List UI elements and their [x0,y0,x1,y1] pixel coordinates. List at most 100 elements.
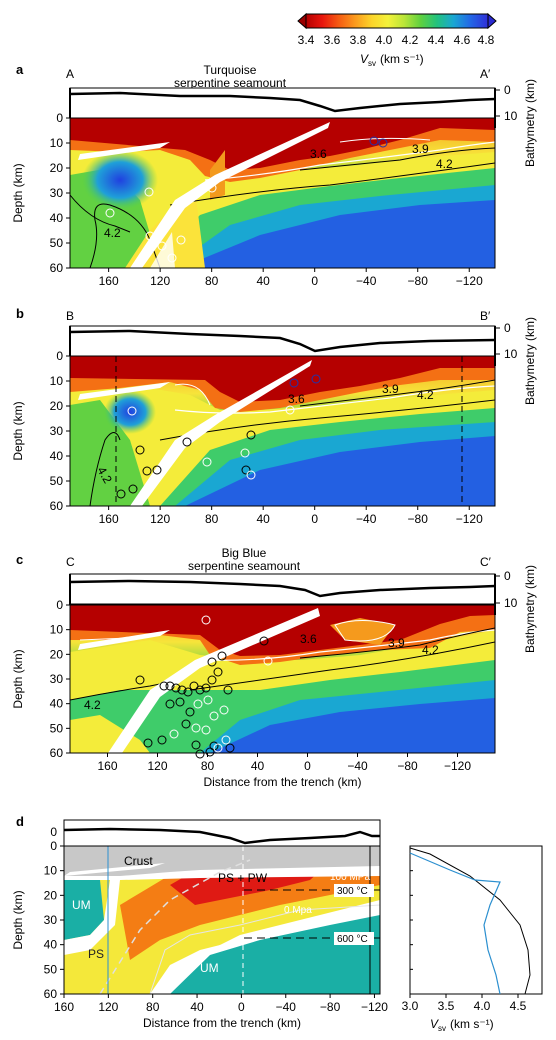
seamount-subtitle: serpentine seamount [188,559,301,573]
bathymetry-axis-label: Bathymetry (km) [523,317,537,405]
colorbar-low-arrow [297,12,307,30]
distance-tick: −40 [356,512,377,526]
earthquake [183,687,193,697]
earthquake [157,241,167,251]
schematic [64,846,380,994]
earthquake [241,465,251,475]
earthquake [217,651,227,661]
depth-tick: 0 [56,349,63,363]
distance-tick: 40 [257,512,271,526]
region-label: Crust [124,854,153,868]
contours [70,137,495,268]
profile-end-label: B′ [480,309,491,323]
region-label: UM [200,961,219,975]
colorbar-label: Vsv (km s⁻¹) [360,52,424,68]
bathymetry-axis-label: Bathymetry (km) [523,79,537,167]
earthquake [142,466,152,476]
earthquake [185,707,195,717]
earthquake [209,711,219,721]
contour-label: 3.9 [382,382,399,396]
slab-marker [78,142,170,160]
contour-label: 4.2 [422,643,439,657]
earthquake [246,430,256,440]
earthquake [207,657,217,667]
distance-tick: −80 [408,512,429,526]
depth-tick: 40 [50,697,64,711]
earthquake [175,697,185,707]
earthquake [213,667,223,677]
distance-tick: 80 [205,274,219,288]
bathymetry-profile [69,579,496,598]
profile-curve-blue [409,852,501,995]
earthquake [378,138,388,148]
bathymetry-tick: 10 [504,596,518,610]
slab-marker [78,382,170,400]
contour-label: 3.6 [310,147,327,161]
colorbar-tick: 3.8 [350,33,367,47]
region-labels: Crust UM PS PS + PW UM 100 MPa 0 Mpa 300… [72,854,374,975]
depth-tick: 0 [50,825,57,839]
profile-x-tick: 3.0 [402,999,419,1013]
contour-label: 3.6 [288,392,305,406]
velocity-field [70,118,495,268]
earthquake [289,378,299,388]
depth-tick: 10 [50,374,64,388]
earthquake [225,743,235,753]
earthquakes [105,136,388,263]
region-label: UM [72,898,91,912]
contour-label: 4.2 [417,388,434,402]
depth-tick: 30 [50,424,64,438]
colorbar-tick: 4.2 [402,33,419,47]
earthquake [191,740,201,750]
profile-curve-black [409,847,531,995]
bathymetry-profile [69,91,496,113]
earthquake [181,719,191,729]
depth-tick: 20 [44,888,58,902]
depth-axis-label: Depth (km) [11,890,25,949]
panel-a: a A A′ Turquoise serpentine seamount [16,62,496,269]
depth-tick: 10 [44,864,58,878]
earthquake [169,729,179,739]
earthquake [207,675,217,685]
earthquake [207,183,217,193]
contour-label: 3.6 [300,632,317,646]
earthquake [191,723,201,733]
profile-start-label: B [66,309,74,323]
distance-tick: −40 [347,759,368,773]
contour-labels: 3.6 3.9 4.2 4.2 [104,142,453,240]
pressure-label: 100 MPa [330,872,370,883]
distance-tick: −120 [444,759,471,773]
contour-label: 4.2 [84,698,101,712]
distance-tick: −40 [356,274,377,288]
distance-tick: 80 [201,759,215,773]
seamount-title: Big Blue [222,546,267,560]
earthquake [143,738,153,748]
bathymetry-profile [69,329,496,353]
earthquake [201,725,211,735]
earthquake [195,749,205,759]
profile-end-label: A′ [480,67,491,81]
earthquake [221,735,231,745]
depth-axis-label: Depth (km) [11,163,25,222]
earthquake [195,685,205,695]
earthquake [201,615,211,625]
distance-tick: 120 [98,1000,118,1014]
velocity-field [70,605,495,753]
slab-top [130,360,312,506]
earthquake [177,685,187,695]
seamount-title: Turquoise [204,63,257,77]
earthquake [171,683,181,693]
profile-x-label: Vsv (km s⁻¹) [430,1017,494,1033]
earthquake [116,489,126,499]
depth-tick: 0 [56,111,63,125]
panel-c: c C C′ Big Blue serpentine seamount [16,546,496,759]
distance-tick: 0 [304,759,311,773]
isotherm-label: 600 °C [337,934,368,945]
earthquake [135,445,145,455]
contour-label: 3.9 [412,142,429,156]
colorbar-high-arrow [487,12,497,30]
earthquake [144,187,154,197]
profile-end-label: C′ [480,555,492,569]
bathymetry-tick: 0 [504,321,511,335]
panel-letter: d [16,814,24,829]
